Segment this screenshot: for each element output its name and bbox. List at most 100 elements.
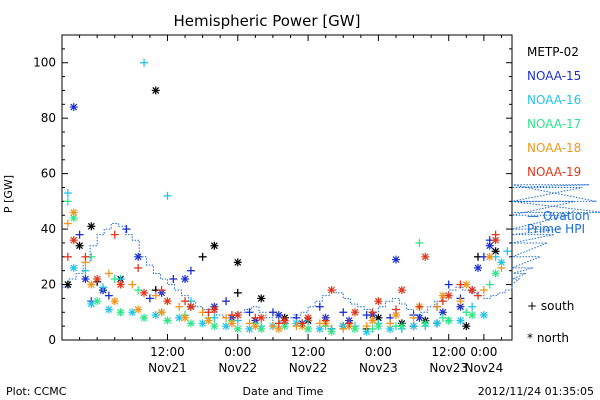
x-axis-label: Date and Time: [243, 385, 324, 398]
north-point-d2: [328, 286, 335, 294]
north-point-d2: [457, 317, 464, 325]
x-tick-date-label: Nov23: [429, 361, 468, 375]
legend: METP-02 NOAA-15 NOAA-16 NOAA-17 NOAA-18 NOAA-…: [527, 45, 590, 345]
south-point: [151, 291, 160, 300]
south-point: [81, 252, 90, 261]
south-point: [134, 263, 143, 272]
north-point: [374, 297, 383, 306]
legend-south: + south: [527, 299, 574, 313]
north-point: [368, 316, 377, 325]
north-point-d2: [439, 308, 447, 316]
north-point-d2: [152, 311, 160, 319]
north-point: [75, 241, 84, 250]
north-point: [374, 322, 383, 331]
north-point: [210, 305, 219, 314]
north-point-d2: [468, 286, 476, 294]
south-point: [433, 302, 441, 311]
ovation-hpi-line: [62, 184, 600, 324]
north-point-d2: [398, 322, 406, 330]
ovation-series: [62, 184, 600, 324]
north-point: [397, 286, 406, 295]
north-point: [186, 319, 195, 328]
north-point-d2: [275, 311, 283, 319]
north-point-d2: [462, 322, 470, 330]
north-point: [163, 297, 172, 306]
timestamp-label: 2012/11/24 01:35:05: [478, 385, 594, 398]
north-point-d2: [228, 319, 236, 327]
north-point: [327, 286, 336, 295]
north-point: [274, 311, 283, 320]
x-tick-time-label: 0:00: [470, 345, 497, 359]
north-point-d2: [492, 236, 500, 244]
south-point: [415, 302, 424, 311]
north-point-d2: [222, 322, 230, 330]
north-point-d2: [369, 317, 376, 325]
north-point-d2: [234, 325, 242, 333]
north-point-d2: [128, 308, 136, 316]
north-point-d2: [281, 322, 289, 330]
south-point: [456, 280, 465, 289]
north-point-d2: [234, 258, 242, 266]
south-point: [233, 288, 242, 297]
north-point-d2: [70, 236, 78, 244]
x-tick-date-label: Nov23: [359, 361, 398, 375]
north-point: [421, 252, 430, 261]
north-point: [151, 311, 160, 320]
north-point-d2: [164, 317, 171, 325]
north-point-d2: [374, 297, 382, 305]
north-point: [304, 313, 313, 322]
south-point: [140, 58, 149, 67]
north-point-d2: [386, 325, 394, 333]
legend-item: NOAA-19: [527, 165, 581, 179]
series-metp-02: [63, 86, 500, 333]
south-point: [104, 269, 113, 278]
north-point-d2: [445, 292, 453, 300]
legend-item: NOAA-17: [527, 117, 581, 131]
south-point: [339, 308, 348, 317]
north-point-d2: [439, 292, 447, 300]
north-point-d2: [210, 322, 218, 330]
north-point: [93, 297, 102, 306]
north-point-d2: [105, 306, 113, 313]
north-point: [69, 214, 78, 222]
north-point: [151, 86, 160, 95]
north-point-d2: [486, 242, 494, 250]
north-point: [462, 322, 471, 331]
south-point: [63, 197, 72, 206]
north-point: [63, 280, 72, 289]
north-point: [444, 316, 453, 325]
y-tick-label: 20: [41, 278, 56, 292]
north-point-d2: [257, 314, 265, 322]
north-point: [210, 322, 219, 331]
south-point: [157, 286, 166, 295]
north-point: [204, 316, 213, 325]
north-point: [391, 311, 400, 320]
north-point: [134, 252, 143, 261]
north-point-d2: [234, 311, 242, 319]
south-point: [110, 230, 119, 239]
y-tick-label: 80: [41, 111, 56, 125]
north-point-d2: [140, 289, 148, 297]
legend-item: NOAA-16: [527, 93, 581, 107]
north-point-d2: [392, 256, 400, 264]
legend-model-label: — Ovation: [527, 209, 590, 223]
north-point-d2: [275, 325, 283, 333]
axes: 0 20 40 60 80 100 12:00 Nov21 0:00 Nov22 12:00 Nov2…: [33, 34, 513, 375]
north-point-d2: [87, 222, 95, 230]
south-point: [128, 280, 137, 289]
north-point-d2: [304, 314, 312, 322]
north-point-d2: [392, 311, 400, 319]
south-point: [391, 305, 400, 314]
north-point-d2: [87, 281, 95, 288]
south-point: [485, 280, 494, 289]
north-point: [491, 236, 500, 245]
y-tick-label: 40: [41, 222, 56, 236]
south-point: [438, 297, 447, 306]
north-point-d2: [210, 242, 218, 250]
north-point-d2: [164, 297, 171, 305]
x-tick-time-label: 0:00: [365, 345, 392, 359]
north-point-d2: [498, 258, 505, 266]
south-point: [186, 266, 195, 275]
north-point: [210, 241, 219, 250]
